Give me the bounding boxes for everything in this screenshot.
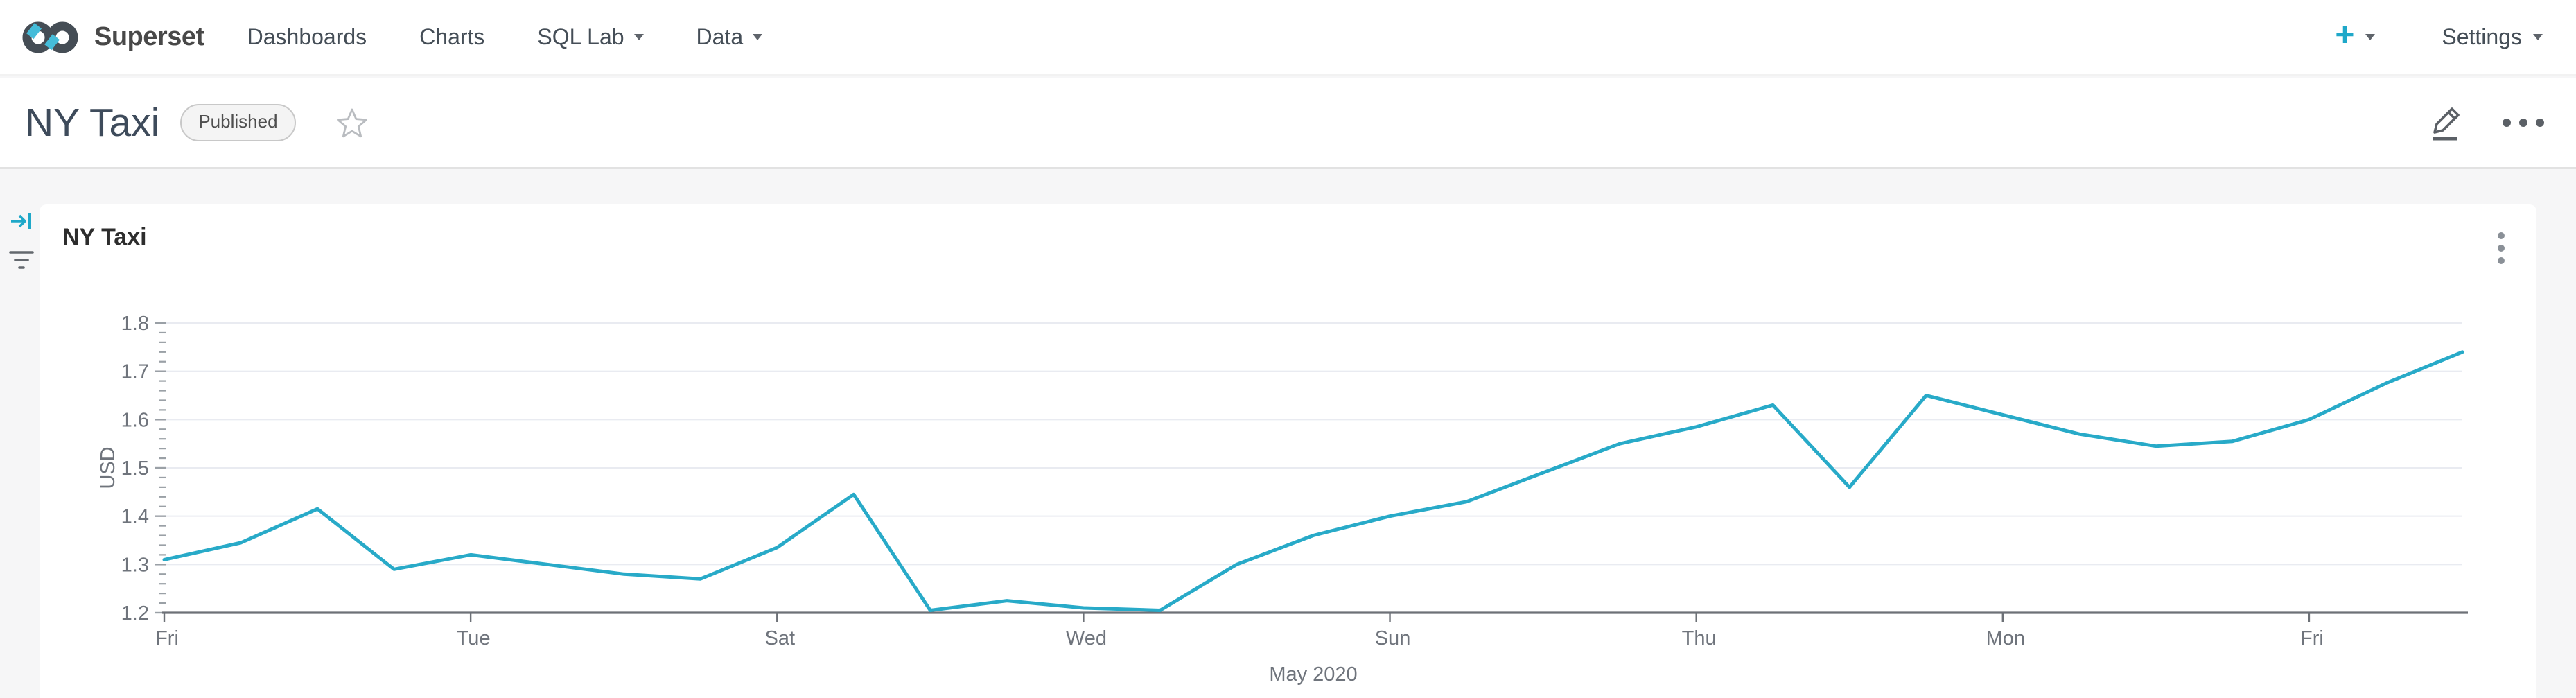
ellipsis-icon — [2536, 119, 2544, 127]
plus-icon: + — [2335, 16, 2355, 53]
line-chart: 1.2 1.3 1.4 1.5 1.6 1.7 1.8 Fri Tue Sat Wed Sun Thu M… — [97, 313, 2468, 686]
superset-infinity-icon — [22, 21, 78, 53]
header-actions — [2429, 105, 2544, 141]
favorite-star-button[interactable] — [336, 107, 368, 138]
top-navbar: Superset Dashboards Charts SQL Lab Data … — [0, 0, 2576, 76]
svg-text:1.7: 1.7 — [121, 361, 149, 383]
chart-title: NY Taxi — [62, 224, 147, 250]
ellipsis-icon — [2519, 119, 2527, 127]
star-icon — [336, 108, 367, 138]
nav-item-charts[interactable]: Charts — [419, 24, 484, 50]
nav-item-label: Charts — [419, 24, 485, 49]
svg-text:Mon: Mon — [1986, 627, 2025, 649]
svg-text:1.8: 1.8 — [121, 313, 149, 335]
nav-item-label: Dashboards — [247, 24, 367, 49]
svg-text:Wed: Wed — [1066, 627, 1107, 649]
new-item-button[interactable]: + — [2335, 16, 2376, 54]
kebab-menu-icon — [2498, 232, 2505, 239]
svg-text:1.4: 1.4 — [121, 506, 149, 528]
svg-text:Sun: Sun — [1375, 627, 1411, 649]
settings-label: Settings — [2442, 24, 2522, 49]
dashboard-header: NY Taxi Published — [0, 78, 2576, 169]
pencil-icon — [2433, 107, 2460, 141]
svg-text:1.5: 1.5 — [121, 457, 149, 480]
svg-text:Tue: Tue — [457, 627, 491, 649]
superset-logo[interactable]: Superset — [19, 17, 204, 58]
ellipsis-icon — [2503, 119, 2511, 127]
kebab-menu-icon — [2498, 257, 2505, 264]
brand-name: Superset — [94, 22, 204, 51]
edit-dashboard-button[interactable] — [2429, 105, 2462, 141]
dashboard-body: NY Taxi 1.2 1.3 1.4 1.5 1.6 1.7 1.8 Fri Tue Sat We… — [0, 171, 2576, 698]
svg-text:Sat: Sat — [765, 627, 796, 649]
nav-item-label: Data — [696, 24, 744, 49]
svg-text:USD: USD — [97, 446, 119, 489]
svg-text:1.6: 1.6 — [121, 409, 149, 431]
settings-menu[interactable]: Settings — [2442, 24, 2543, 50]
chevron-down-icon — [2365, 34, 2376, 40]
nav-menu: Dashboards Charts SQL Lab Data — [247, 24, 763, 50]
filters-button[interactable] — [9, 249, 34, 274]
svg-text:Fri: Fri — [155, 627, 179, 649]
nav-item-data[interactable]: Data — [696, 24, 763, 50]
dashboard-title: NY Taxi — [25, 101, 160, 145]
svg-text:May 2020: May 2020 — [1269, 663, 1357, 686]
kebab-menu-icon — [2498, 245, 2505, 252]
nav-item-sql-lab[interactable]: SQL Lab — [537, 24, 644, 50]
nav-right: + Settings — [2335, 16, 2543, 54]
chevron-down-icon — [753, 34, 763, 40]
nav-item-label: SQL Lab — [537, 24, 624, 49]
chart-card: NY Taxi 1.2 1.3 1.4 1.5 1.6 1.7 1.8 Fri Tue Sat We… — [40, 204, 2536, 698]
svg-text:Thu: Thu — [1682, 627, 1717, 649]
filter-lines-icon — [9, 251, 34, 269]
svg-text:Fri: Fri — [2300, 627, 2324, 649]
svg-text:1.2: 1.2 — [121, 602, 149, 625]
published-badge[interactable]: Published — [180, 104, 296, 141]
nav-item-dashboards[interactable]: Dashboards — [247, 24, 367, 50]
chevron-down-icon — [2533, 34, 2543, 40]
svg-text:1.3: 1.3 — [121, 554, 149, 576]
arrow-to-bar-icon — [11, 213, 31, 229]
chevron-down-icon — [633, 34, 644, 40]
more-actions-button[interactable] — [2503, 119, 2544, 127]
chart-options-button[interactable] — [2494, 228, 2509, 268]
expand-filter-bar-button[interactable] — [10, 209, 35, 236]
